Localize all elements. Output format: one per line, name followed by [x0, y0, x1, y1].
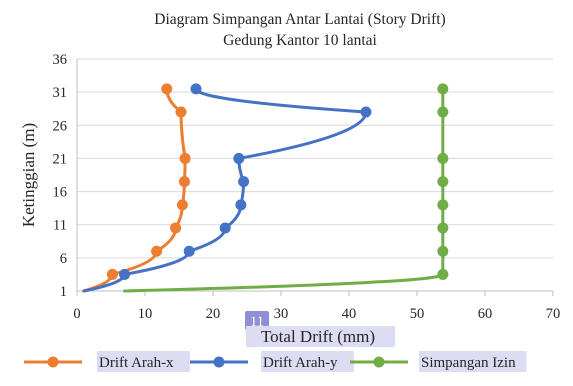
- data-point-simpangan-izin: [437, 152, 449, 164]
- data-point-simpangan-izin: [437, 268, 449, 280]
- legend-label-simpangan-izin: Simpangan Izin: [421, 355, 516, 371]
- data-point-drift-arah-x: [161, 83, 173, 95]
- y-tick-label: 26: [53, 118, 68, 134]
- data-point-drift-arah-x: [106, 268, 118, 280]
- data-point-drift-arah-y: [233, 152, 245, 164]
- highlight-tick-box: [245, 311, 269, 330]
- legend-label-drift-arah-x: Drift Arah-x: [99, 355, 174, 371]
- y-tick-label: 16: [53, 185, 68, 201]
- data-point-simpangan-izin: [437, 199, 449, 211]
- data-point-drift-arah-x: [151, 245, 163, 257]
- legend-highlight-drift-arah-y: [261, 351, 354, 372]
- data-point-drift-arah-x: [176, 199, 188, 211]
- data-point-drift-arah-x: [179, 152, 191, 164]
- data-point-drift-arah-x: [178, 176, 190, 188]
- data-point-simpangan-izin: [437, 106, 449, 118]
- x-tick-label: 50: [410, 306, 425, 322]
- data-point-drift-arah-x: [175, 106, 187, 118]
- xlabel-highlight: [246, 326, 395, 347]
- data-point-simpangan-izin: [437, 245, 449, 257]
- x-tick-label: 60: [478, 306, 493, 322]
- x-axis-title: Total Drift (mm): [261, 327, 375, 346]
- series-line-simpangan-izin: [123, 87, 445, 293]
- series-line-drift-arah-y: [82, 87, 368, 293]
- x-tick-label: 10: [138, 306, 153, 322]
- data-point-drift-arah-y: [219, 222, 231, 234]
- legend-marker-drift-arah-x: [47, 356, 59, 368]
- data-point-simpangan-izin: [437, 222, 449, 234]
- data-point-drift-arah-y: [360, 106, 372, 118]
- x-tick-label: 0: [73, 306, 80, 322]
- x-tick-label: 70: [546, 306, 561, 322]
- chart-subtitle: Gedung Kantor 10 lantai: [223, 32, 377, 49]
- legend-label-drift-arah-y: Drift Arah-y: [263, 355, 338, 371]
- legend: Drift Arah-x Drift Arah-y Simpangan Izin: [24, 351, 527, 372]
- series-lines: [82, 83, 449, 293]
- data-point-simpangan-izin: [437, 83, 449, 95]
- x-tick-label: 40: [342, 306, 357, 322]
- y-tick-label: 36: [53, 52, 68, 68]
- x-tick-label: 30: [274, 306, 289, 322]
- data-point-drift-arah-y: [235, 199, 247, 211]
- y-tick-label: 1: [60, 284, 67, 300]
- data-point-drift-arah-x: [170, 222, 182, 234]
- data-point-simpangan-izin: [437, 176, 449, 188]
- y-tick-label: 6: [60, 251, 67, 267]
- y-tick-label: 31: [53, 85, 68, 101]
- y-tick-label: 11: [53, 218, 67, 234]
- series-line-drift-arah-x: [82, 87, 187, 293]
- gridlines: [77, 58, 553, 259]
- y-axis-title: Ketinggian (m): [19, 123, 38, 227]
- legend-marker-drift-arah-y: [213, 356, 225, 368]
- data-point-drift-arah-y: [119, 268, 131, 280]
- chart-title: Diagram Simpangan Antar Lantai (Story Dr…: [154, 11, 445, 28]
- legend-highlight-drift-arah-x: [97, 351, 190, 372]
- y-tick-label: 21: [53, 151, 68, 167]
- data-point-drift-arah-y: [238, 176, 250, 188]
- legend-highlight-simpangan-izin: [419, 351, 527, 372]
- data-point-drift-arah-y: [183, 245, 195, 257]
- x-tick-label: 20: [206, 306, 221, 322]
- legend-marker-simpangan-izin: [373, 356, 385, 368]
- data-point-drift-arah-y: [190, 83, 202, 95]
